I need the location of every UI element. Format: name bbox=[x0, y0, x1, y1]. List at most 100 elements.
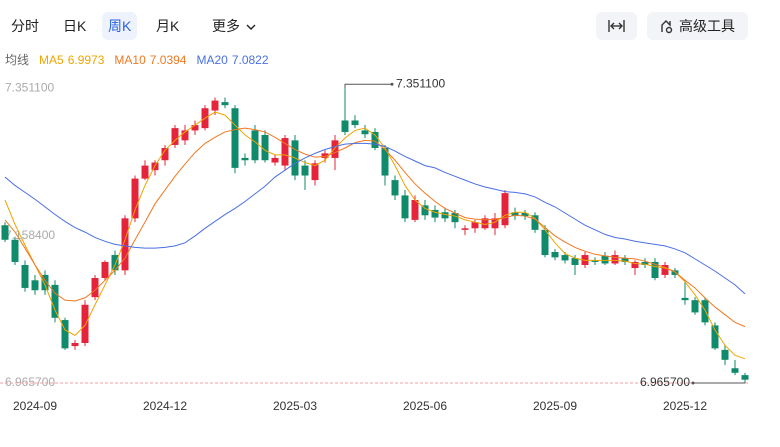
legend-value: 6.9973 bbox=[67, 53, 105, 67]
candle-body bbox=[241, 157, 249, 161]
chevron-icon bbox=[246, 24, 256, 30]
legend: 均线 MA5 6.9973 MA10 7.0394 MA20 7.0822 bbox=[5, 51, 269, 68]
candle-body bbox=[191, 125, 199, 131]
candle-body bbox=[91, 278, 99, 298]
y-tick-label: 7.351100 bbox=[5, 80, 54, 94]
candle-body bbox=[351, 120, 359, 126]
candle-body bbox=[641, 261, 649, 265]
candle-body bbox=[221, 102, 229, 106]
candle-body bbox=[411, 200, 419, 220]
candle-body bbox=[611, 255, 619, 264]
tab[interactable]: 分时 bbox=[5, 12, 45, 40]
candle-body bbox=[141, 165, 149, 179]
candle-body bbox=[661, 265, 669, 275]
candle-body bbox=[131, 178, 139, 219]
candle-body bbox=[711, 325, 719, 349]
candle-body bbox=[31, 280, 39, 291]
candle-body bbox=[21, 265, 29, 288]
candle-body bbox=[181, 130, 189, 141]
tab[interactable]: 更多 bbox=[206, 12, 262, 40]
candle-body bbox=[731, 368, 739, 373]
candle-body bbox=[431, 209, 439, 218]
candle-body bbox=[251, 130, 259, 161]
candle-body bbox=[531, 215, 539, 230]
candle-body bbox=[301, 165, 309, 176]
tools-label: 高级工具 bbox=[679, 18, 735, 34]
legend-item: MA20 7.0822 bbox=[196, 53, 268, 67]
ma-line bbox=[4, 142, 746, 295]
candle-body bbox=[71, 343, 79, 347]
candle-body bbox=[511, 212, 519, 217]
candle-body bbox=[121, 218, 129, 271]
candle-body bbox=[61, 320, 69, 349]
candle-body bbox=[341, 120, 349, 132]
candle-body bbox=[701, 300, 709, 323]
candle-body bbox=[651, 261, 659, 278]
candle-body bbox=[561, 255, 569, 261]
candle-body bbox=[631, 261, 639, 269]
candle-body bbox=[311, 163, 319, 181]
min-dot bbox=[691, 381, 695, 385]
candle-body bbox=[461, 228, 469, 230]
candle-body bbox=[361, 130, 369, 135]
candle-body bbox=[491, 218, 499, 229]
x-tick-label: 2024-12 bbox=[143, 399, 187, 413]
candle-body bbox=[41, 274, 49, 291]
legend-name: MA10 bbox=[114, 53, 146, 67]
candle-body bbox=[571, 258, 579, 265]
candle-body bbox=[331, 140, 339, 158]
candle-body bbox=[11, 239, 19, 262]
candle-body bbox=[471, 222, 479, 229]
max-label: 7.351100 bbox=[396, 76, 445, 90]
candle-body bbox=[101, 261, 109, 278]
candle-body bbox=[481, 218, 489, 229]
tab[interactable]: 月K bbox=[150, 12, 185, 40]
candle-body bbox=[401, 195, 409, 219]
candle-body bbox=[621, 258, 629, 262]
x-tick-label: 2025-12 bbox=[663, 399, 707, 413]
candle-body bbox=[391, 180, 399, 196]
tab-label: 更多 bbox=[212, 18, 240, 34]
candle-body bbox=[381, 148, 389, 176]
legend-name: MA20 bbox=[196, 53, 228, 67]
tab-label: 分时 bbox=[11, 18, 39, 34]
candle-body bbox=[601, 255, 609, 264]
tools-button[interactable]: 高级工具 bbox=[647, 12, 748, 40]
candle-body bbox=[591, 260, 599, 262]
max-pointer bbox=[344, 83, 392, 89]
x-tick-label: 2025-06 bbox=[403, 399, 447, 413]
max-dot bbox=[390, 82, 394, 86]
tab-label: 日K bbox=[63, 18, 87, 34]
legend-item: MA10 7.0394 bbox=[114, 53, 186, 67]
candle-body bbox=[1, 225, 9, 240]
candle-body bbox=[741, 375, 749, 380]
legend-title: 均线 bbox=[5, 53, 30, 67]
x-tick-label: 2024-09 bbox=[13, 399, 57, 413]
candle-body bbox=[271, 157, 279, 163]
legend-name: MA5 bbox=[39, 53, 64, 67]
candle-body bbox=[261, 135, 269, 161]
candle-body bbox=[691, 300, 699, 313]
min-label: 6.965700 bbox=[640, 375, 690, 389]
candle-body bbox=[211, 100, 219, 111]
fit-icon bbox=[608, 20, 625, 32]
tab-label: 月K bbox=[156, 18, 180, 34]
tab[interactable]: 周K bbox=[102, 12, 138, 40]
ma-line bbox=[4, 111, 746, 360]
tab[interactable]: 日K bbox=[57, 12, 92, 40]
legend-value: 7.0394 bbox=[149, 53, 187, 67]
fit-button[interactable] bbox=[596, 12, 637, 40]
candle-body bbox=[231, 108, 239, 168]
candle-body bbox=[421, 205, 429, 216]
candle-body bbox=[81, 304, 89, 343]
candle-body bbox=[451, 213, 459, 223]
candle-body bbox=[51, 284, 59, 318]
candle-body bbox=[521, 213, 529, 217]
candle-body bbox=[541, 229, 549, 256]
candle-body bbox=[321, 153, 329, 158]
candle-body bbox=[111, 255, 119, 271]
toolbar: 分时 日K 周K 月K 更多 高级工具 bbox=[0, 0, 780, 48]
candle-body bbox=[441, 212, 449, 219]
